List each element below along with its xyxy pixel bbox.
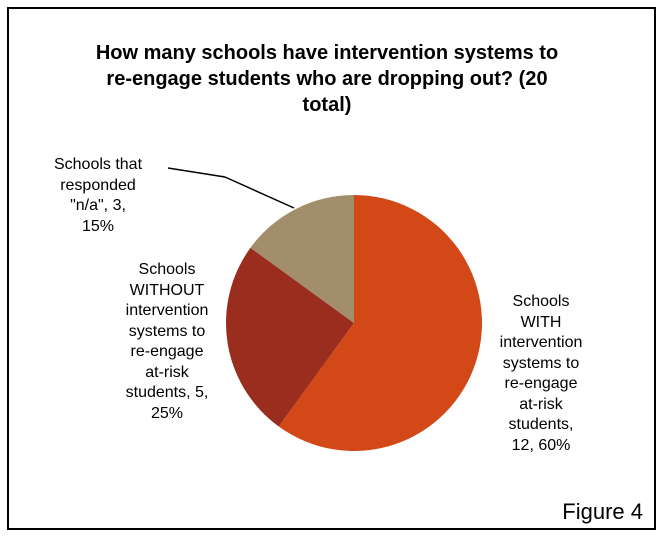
pie-slice-na bbox=[250, 195, 354, 323]
leader-line-na bbox=[224, 176, 295, 209]
pie-slice-with bbox=[278, 195, 483, 451]
slice-label-na: Schools that responded "n/a", 3, 15% bbox=[53, 156, 143, 235]
slice-label-without: Schools WITHOUT intervention systems to … bbox=[125, 261, 209, 422]
pie-slice-without bbox=[226, 247, 354, 427]
chart-title: How many schools have intervention syste… bbox=[95, 42, 559, 116]
slice-label-with: Schools WITH intervention systems to re-… bbox=[499, 293, 583, 454]
figure-caption: Figure 4 bbox=[562, 499, 643, 524]
leader-line-na-end bbox=[167, 167, 226, 178]
chart-frame bbox=[7, 7, 656, 530]
